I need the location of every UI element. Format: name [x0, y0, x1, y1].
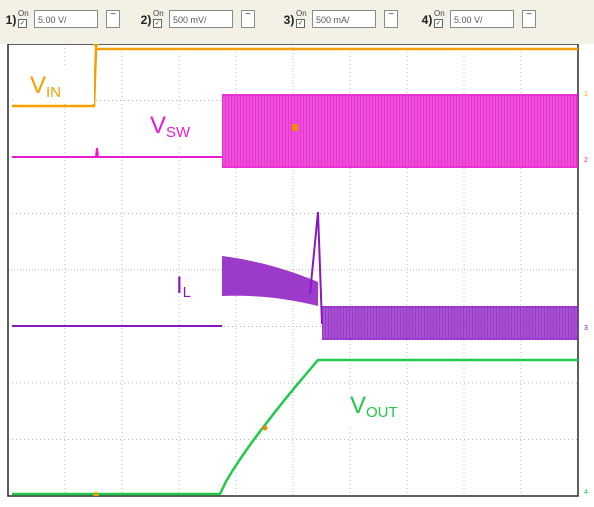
- trigger-position-icon: [93, 491, 99, 496]
- ac-coupling-icon: ~: [110, 9, 116, 20]
- channel-3-number: 3): [283, 13, 295, 27]
- vsw-label-sub: SW: [166, 124, 191, 141]
- vsw-switching-band: [222, 94, 578, 168]
- il-steady-band: [322, 306, 578, 340]
- vsw-trace: [12, 147, 222, 158]
- channel-3-on-toggle[interactable]: On ✓: [296, 8, 310, 34]
- il-spike: [309, 211, 323, 325]
- channel-2-ground-marker: 2: [584, 157, 588, 164]
- channel-3-on-label: On: [296, 9, 307, 18]
- vin-label-main: V: [30, 72, 47, 99]
- channel-1-on-label: On: [18, 9, 29, 18]
- il-ramp-band: [222, 256, 318, 306]
- screen-frame: [7, 43, 579, 497]
- channel-2-on-toggle[interactable]: On ✓: [153, 8, 167, 34]
- channel-4-scale-field[interactable]: 5.00 V/: [450, 10, 514, 28]
- ac-coupling-icon: ~: [245, 9, 251, 20]
- vsw-label-main: V: [150, 112, 167, 139]
- channel-3-ground-marker: 3: [584, 325, 588, 332]
- channel-4-ground-marker: 4: [584, 489, 588, 496]
- vout-trace: [12, 358, 578, 496]
- vin-trace: [12, 47, 578, 108]
- ac-coupling-icon: ~: [526, 9, 532, 20]
- il-label-sub: L: [182, 284, 192, 301]
- channel-4-number: 4): [421, 13, 433, 27]
- channel-3-coupling-button[interactable]: ~: [384, 10, 398, 28]
- channel-2-on-label: On: [153, 9, 164, 18]
- channel-1-on-toggle[interactable]: On ✓: [18, 8, 32, 34]
- vout-label: VOUT: [346, 392, 402, 427]
- vout-label-sub: OUT: [366, 404, 398, 421]
- oscilloscope-display: 1 2 3 4 VIN VSW IL VOUT: [0, 43, 594, 502]
- inductor-current-ripple-band: [222, 211, 578, 340]
- channel-toolbar: 1) On ✓ 5.00 V/ ~ 2) On ✓ 500 mV/ ~ 3) On ✓…: [0, 0, 594, 45]
- channel-1-ground-marker: 1: [584, 91, 588, 98]
- cursor-marker: [292, 124, 298, 131]
- channel-2-coupling-button[interactable]: ~: [241, 10, 255, 28]
- channel-3-scale-field[interactable]: 500 mA/: [312, 10, 376, 28]
- channel-2-scale-field[interactable]: 500 mV/: [169, 10, 233, 28]
- check-icon: ✓: [296, 19, 305, 28]
- check-icon: ✓: [153, 19, 162, 28]
- cursor-marker: [262, 425, 268, 431]
- channel-1-coupling-button[interactable]: ~: [106, 10, 120, 28]
- trigger-position-icon: [93, 44, 99, 49]
- vsw-band: [222, 94, 578, 168]
- check-icon: ✓: [434, 19, 443, 28]
- ac-coupling-icon: ~: [388, 9, 394, 20]
- il-label-main: I: [176, 272, 183, 299]
- check-icon: ✓: [18, 19, 27, 28]
- channel-1-number: 1): [5, 13, 17, 27]
- channel-4-on-toggle[interactable]: On ✓: [434, 8, 448, 34]
- channel-4-coupling-button[interactable]: ~: [522, 10, 536, 28]
- vsw-label: VSW: [146, 112, 195, 147]
- channel-4-on-label: On: [434, 9, 445, 18]
- channel-1-scale-field[interactable]: 5.00 V/: [34, 10, 98, 28]
- vout-label-main: V: [350, 392, 367, 419]
- il-label: IL: [176, 272, 191, 307]
- channel-2-number: 2): [140, 13, 152, 27]
- vin-label: VIN: [14, 68, 94, 104]
- vin-label-sub: IN: [46, 84, 62, 101]
